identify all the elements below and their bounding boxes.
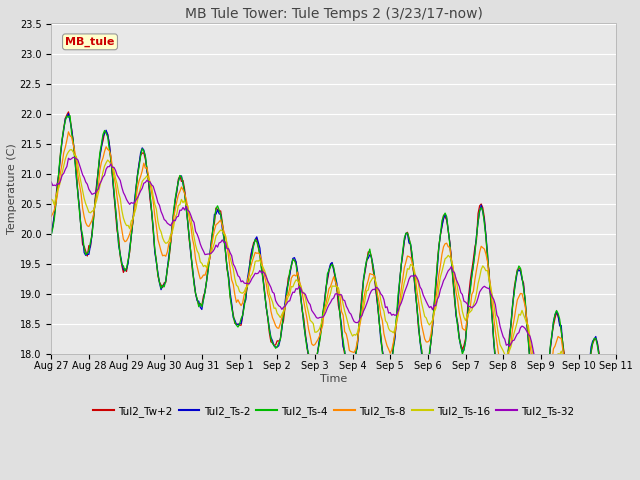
Title: MB Tule Tower: Tule Temps 2 (3/23/17-now): MB Tule Tower: Tule Temps 2 (3/23/17-now…	[185, 7, 483, 21]
X-axis label: Time: Time	[320, 374, 348, 384]
Y-axis label: Temperature (C): Temperature (C)	[7, 143, 17, 234]
Text: MB_tule: MB_tule	[65, 36, 115, 47]
Legend: Tul2_Tw+2, Tul2_Ts-2, Tul2_Ts-4, Tul2_Ts-8, Tul2_Ts-16, Tul2_Ts-32: Tul2_Tw+2, Tul2_Ts-2, Tul2_Ts-4, Tul2_Ts…	[89, 402, 579, 421]
